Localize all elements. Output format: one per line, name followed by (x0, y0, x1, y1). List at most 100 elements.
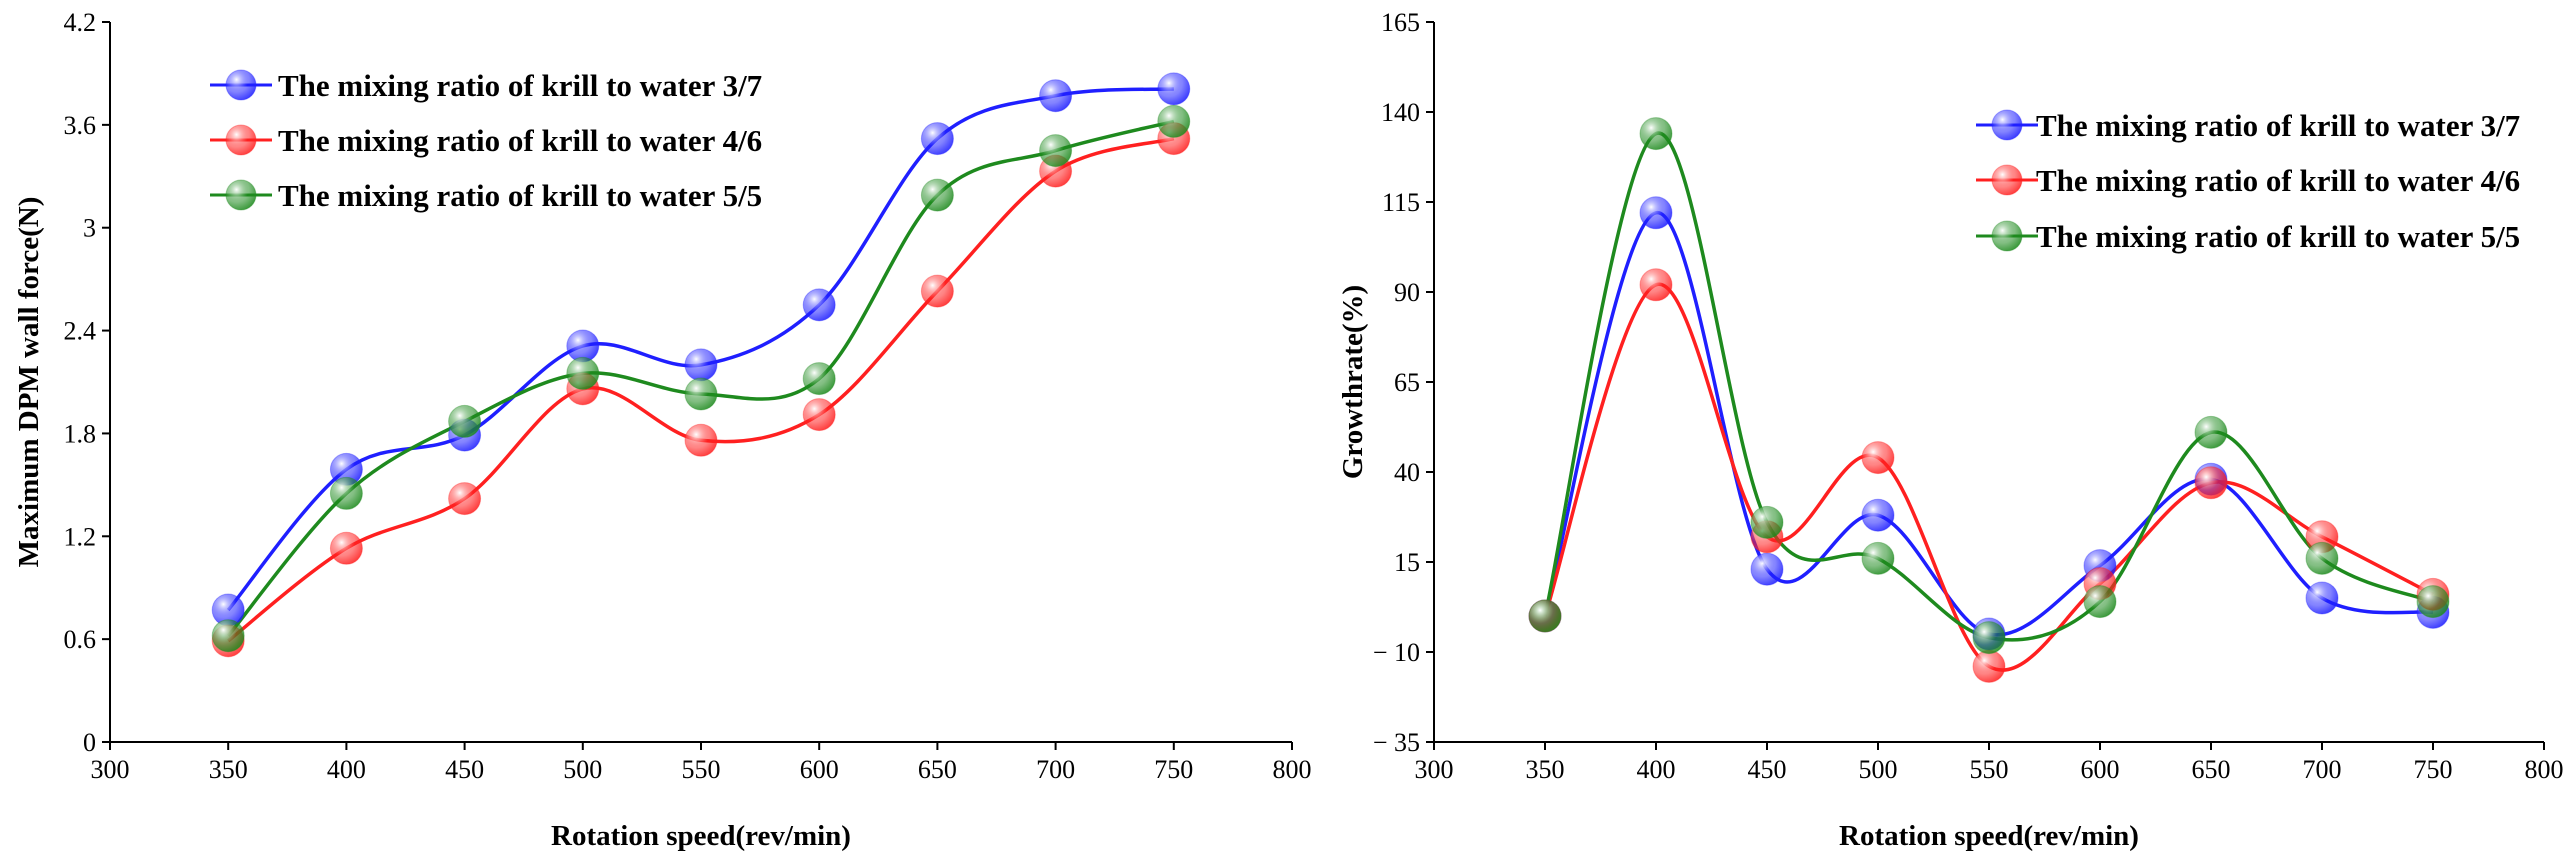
data-point-series-1 (1750, 552, 1784, 586)
y-axis-title: Growthrate(%) (1337, 285, 1369, 479)
data-point-series-1 (2305, 581, 2339, 615)
data-point-series-2 (448, 482, 482, 516)
data-point-series-3 (684, 377, 718, 411)
data-point-series-3 (2194, 415, 2228, 449)
data-point-series-3 (802, 362, 836, 396)
data-point-series-1 (1861, 498, 1895, 532)
y-tick-label: 0 (83, 728, 96, 757)
data-point-series-1 (684, 348, 718, 382)
data-point-series-3 (1528, 599, 1562, 633)
data-point-series-3 (448, 404, 482, 438)
data-point-series-3 (1157, 104, 1191, 138)
y-tick-label: 4.2 (64, 8, 97, 37)
legend-item-series-3: The mixing ratio of krill to water 5/5 (210, 178, 762, 213)
data-point-series-1 (1157, 72, 1191, 106)
data-point-series-3 (2083, 585, 2117, 619)
x-tick-label: 350 (1526, 755, 1565, 784)
growth-rate-chart: 300 350 400 450 500 550 600 650 700 750 800 − 35 − … (1337, 8, 2564, 852)
data-point-series-3 (1861, 541, 1895, 575)
y-tick-label: 1.8 (64, 419, 97, 448)
y-tick-label: 140 (1381, 98, 1420, 127)
data-point-series-3 (2305, 541, 2339, 575)
legend: The mixing ratio of krill to water 3/7 T… (1976, 108, 2520, 254)
legend-item-series-3: The mixing ratio of krill to water 5/5 (1976, 219, 2520, 254)
x-tick-label: 600 (2081, 755, 2120, 784)
wall-force-chart: 300 350 400 450 500 550 600 650 700 750 800 0 0.6 1.… (13, 8, 1312, 852)
x-tick-label: 700 (2303, 755, 2342, 784)
legend-label-4-6: The mixing ratio of krill to water 4/6 (278, 123, 762, 158)
data-point-series-2 (1972, 649, 2006, 683)
data-point-series-3 (1972, 621, 2006, 655)
legend-label-3-7: The mixing ratio of krill to water 3/7 (278, 68, 762, 103)
data-point-series-3 (1039, 134, 1073, 168)
data-point-series-1 (1039, 79, 1073, 113)
legend-item-series-2: The mixing ratio of krill to water 4/6 (1976, 163, 2520, 198)
x-tick-label: 450 (445, 755, 484, 784)
x-tick-label: 450 (1748, 755, 1787, 784)
y-tick-label: 1.2 (64, 522, 97, 551)
x-axis-title: Rotation speed(rev/min) (551, 820, 851, 852)
x-tick-label: 350 (209, 755, 248, 784)
legend-marker-3-7 (225, 69, 257, 101)
x-tick-label: 400 (1637, 755, 1676, 784)
x-tick-label: 550 (682, 755, 721, 784)
series-line-3 (1543, 131, 2434, 642)
data-point-series-2 (920, 274, 954, 308)
x-tick-label: 400 (327, 755, 366, 784)
data-point-series-3 (1750, 505, 1784, 539)
series-line-2 (1543, 282, 2434, 672)
x-axis-title: Rotation speed(rev/min) (1839, 820, 2139, 852)
x-tick-label: 750 (1154, 755, 1193, 784)
data-point-series-2 (329, 531, 363, 565)
y-tick-label: 165 (1381, 8, 1420, 37)
legend-item-series-2: The mixing ratio of krill to water 4/6 (210, 123, 762, 158)
x-tick-label: 750 (2414, 755, 2453, 784)
x-tick-label: 500 (563, 755, 602, 784)
data-point-series-3 (1639, 117, 1673, 151)
data-point-series-3 (920, 178, 954, 212)
x-tick-label: 600 (800, 755, 839, 784)
legend-label-5-5: The mixing ratio of krill to water 5/5 (278, 178, 762, 213)
legend-item-series-1: The mixing ratio of krill to water 3/7 (210, 68, 762, 103)
legend-item-series-1: The mixing ratio of krill to water 3/7 (1976, 108, 2520, 143)
data-point-series-1 (1639, 196, 1673, 230)
legend-marker-3-7 (1991, 109, 2023, 141)
x-tick-label: 300 (1415, 755, 1454, 784)
x-tick-label: 650 (2192, 755, 2231, 784)
x-tick-label: 500 (1859, 755, 1898, 784)
legend-label-5-5: The mixing ratio of krill to water 5/5 (2036, 219, 2520, 254)
data-point-series-3 (329, 476, 363, 510)
series-line-1 (1543, 211, 2434, 637)
data-point-series-3 (211, 619, 245, 653)
y-tick-label: 40 (1394, 458, 1420, 487)
y-tick-label: 65 (1394, 368, 1420, 397)
x-tick-label: 650 (918, 755, 957, 784)
y-tick-label: 90 (1394, 278, 1420, 307)
y-tick-label: 2.4 (64, 317, 97, 346)
data-point-series-1 (920, 122, 954, 156)
x-tick-label: 700 (1036, 755, 1075, 784)
y-tick-label: 3.6 (64, 111, 97, 140)
x-tick-label: 800 (2525, 755, 2564, 784)
x-tick-label: 550 (1970, 755, 2009, 784)
legend-marker-5-5 (225, 179, 257, 211)
data-point-series-1 (802, 288, 836, 322)
legend-marker-4-6 (225, 124, 257, 156)
y-tick-label: 115 (1382, 188, 1420, 217)
legend: The mixing ratio of krill to water 3/7 T… (210, 68, 762, 213)
y-tick-label: 0.6 (64, 625, 97, 654)
x-tick-label: 300 (91, 755, 130, 784)
y-tick-label: − 10 (1373, 638, 1420, 667)
legend-marker-5-5 (1991, 220, 2023, 252)
y-tick-label: 3 (83, 214, 96, 243)
data-point-series-2 (684, 423, 718, 457)
legend-label-4-6: The mixing ratio of krill to water 4/6 (2036, 163, 2520, 198)
data-point-series-2 (2194, 466, 2228, 500)
legend-marker-4-6 (1991, 164, 2023, 196)
data-point-series-2 (1639, 268, 1673, 302)
legend-label-3-7: The mixing ratio of krill to water 3/7 (2036, 108, 2520, 143)
data-point-series-2 (802, 398, 836, 432)
data-point-series-3 (566, 356, 600, 390)
data-point-series-2 (1861, 441, 1895, 475)
x-tick-label: 800 (1273, 755, 1312, 784)
